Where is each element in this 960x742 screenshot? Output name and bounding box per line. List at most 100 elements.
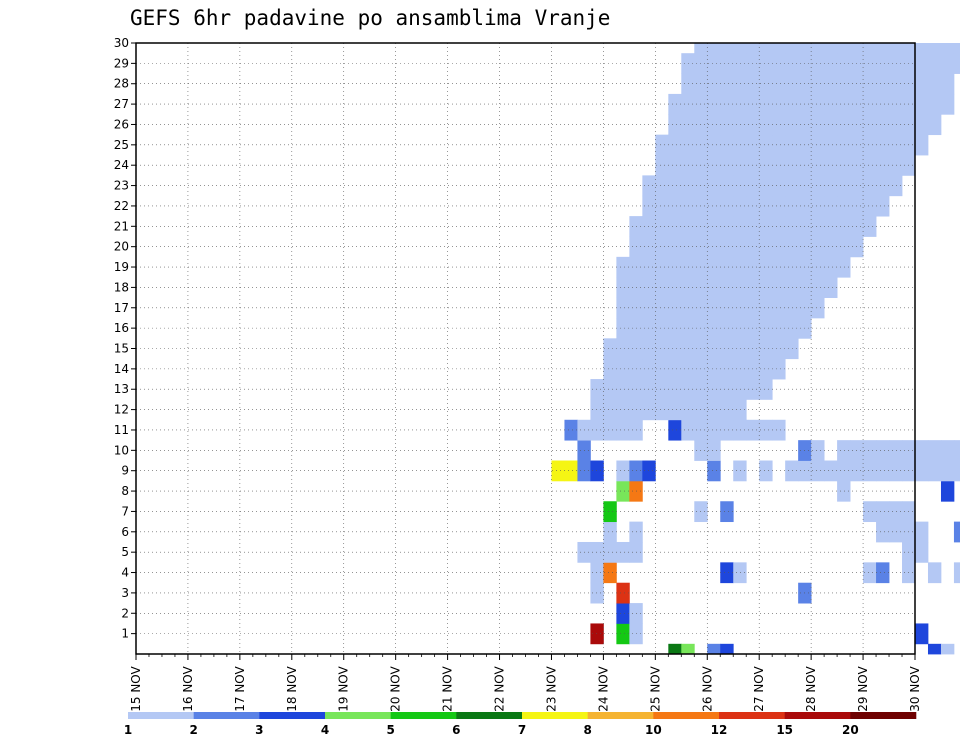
precip-cell — [824, 256, 838, 278]
precip-cell — [720, 114, 734, 136]
y-tick-label: 7 — [121, 504, 129, 518]
precip-cell — [915, 134, 929, 156]
y-tick-label: 15 — [114, 342, 129, 356]
precip-cell — [733, 338, 747, 360]
precip-cell — [655, 317, 669, 339]
precip-cell — [915, 53, 929, 74]
precip-cell — [837, 216, 851, 237]
legend: 1 2 3 4 5 6 7 8 10 12 15 20 — [124, 712, 917, 737]
precip-cell — [655, 379, 669, 400]
precip-cell — [785, 216, 799, 237]
y-axis: 1234567891011121314151617181920212223242… — [114, 36, 136, 641]
x-tick-label: 25 NOV — [648, 665, 662, 711]
precip-cell — [785, 277, 799, 298]
precip-cell — [720, 93, 734, 115]
precip-cell — [824, 460, 838, 482]
precip-cell — [824, 236, 838, 258]
precip-cell — [785, 175, 799, 197]
precip-cell — [668, 216, 682, 237]
precip-cell — [616, 338, 630, 360]
precip-cell — [772, 93, 786, 115]
precip-cell — [655, 236, 669, 258]
precip-cell — [824, 73, 838, 95]
y-tick-label: 10 — [114, 443, 129, 457]
precip-cell — [668, 195, 682, 217]
precip-cell — [940, 643, 955, 655]
precip-cell — [603, 562, 617, 584]
precip-cell — [733, 399, 747, 421]
precip-cell — [876, 114, 890, 136]
legend-swatch — [456, 712, 523, 719]
precip-cell — [668, 317, 682, 339]
precip-cell — [772, 216, 786, 237]
precip-cell — [824, 93, 838, 115]
y-tick-label: 2 — [121, 606, 129, 620]
precip-cell — [616, 460, 630, 482]
precip-cell — [733, 134, 747, 156]
precip-cell — [785, 155, 799, 176]
precip-cell — [707, 175, 721, 197]
legend-label: 3 — [255, 723, 263, 737]
precip-cell — [720, 175, 734, 197]
precip-cell — [940, 480, 955, 502]
precip-cell — [707, 236, 721, 258]
precip-cell — [707, 358, 721, 380]
precip-cell — [642, 297, 656, 319]
y-tick-label: 26 — [114, 117, 129, 131]
precip-cell — [720, 379, 734, 400]
precip-cell — [889, 460, 903, 482]
x-axis: 15 NOV 16 NOV 17 NOV 18 NOV 19 NOV 20 NOV 21 N… — [129, 654, 922, 712]
precip-cell — [811, 236, 825, 258]
precip-cell — [707, 317, 721, 339]
precip-cell — [837, 43, 851, 54]
precip-cell — [733, 419, 747, 441]
precip-cell — [811, 460, 825, 482]
precip-cell — [616, 419, 630, 441]
precip-cell — [681, 236, 695, 258]
precip-cell — [889, 73, 903, 95]
precip-cell — [889, 134, 903, 156]
precip-cell — [927, 643, 942, 655]
precip-cell — [681, 155, 695, 176]
precip-cell — [876, 562, 890, 584]
precip-cell — [733, 155, 747, 176]
precip-cell — [681, 175, 695, 197]
precip-cell — [720, 297, 734, 319]
precip-cell — [772, 134, 786, 156]
precip-cell — [707, 460, 721, 482]
precip-cell — [616, 358, 630, 380]
legend-label: 10 — [645, 723, 662, 737]
precip-cell — [772, 43, 786, 54]
precip-cell — [642, 236, 656, 258]
precip-cell — [707, 379, 721, 400]
precip-cell — [707, 216, 721, 237]
precip-cell — [655, 358, 669, 380]
precip-cell — [824, 43, 838, 54]
legend-swatch — [522, 712, 588, 719]
precip-cell — [889, 114, 903, 136]
precip-cell — [876, 53, 890, 74]
y-tick-label: 14 — [114, 362, 129, 376]
precip-cell — [681, 358, 695, 380]
precip-cell — [681, 73, 695, 95]
precip-cell — [837, 256, 851, 278]
precip-cell — [759, 338, 773, 360]
precip-cell — [837, 195, 851, 217]
precip-cell — [707, 195, 721, 217]
precip-cell — [668, 338, 682, 360]
precip-cell — [940, 93, 955, 115]
precip-cell — [642, 256, 656, 278]
precip-cell — [733, 297, 747, 319]
precip-cell — [785, 256, 799, 278]
precip-cell — [811, 43, 825, 54]
precip-cell — [927, 460, 942, 482]
precip-cell — [681, 399, 695, 421]
precip-cell — [707, 399, 721, 421]
precip-cell — [707, 93, 721, 115]
precip-cell — [603, 541, 617, 563]
precip-cell — [772, 338, 786, 360]
legend-label: 20 — [842, 723, 859, 737]
y-tick-label: 25 — [114, 138, 129, 152]
precip-cell — [915, 521, 929, 543]
precip-cell — [603, 379, 617, 400]
